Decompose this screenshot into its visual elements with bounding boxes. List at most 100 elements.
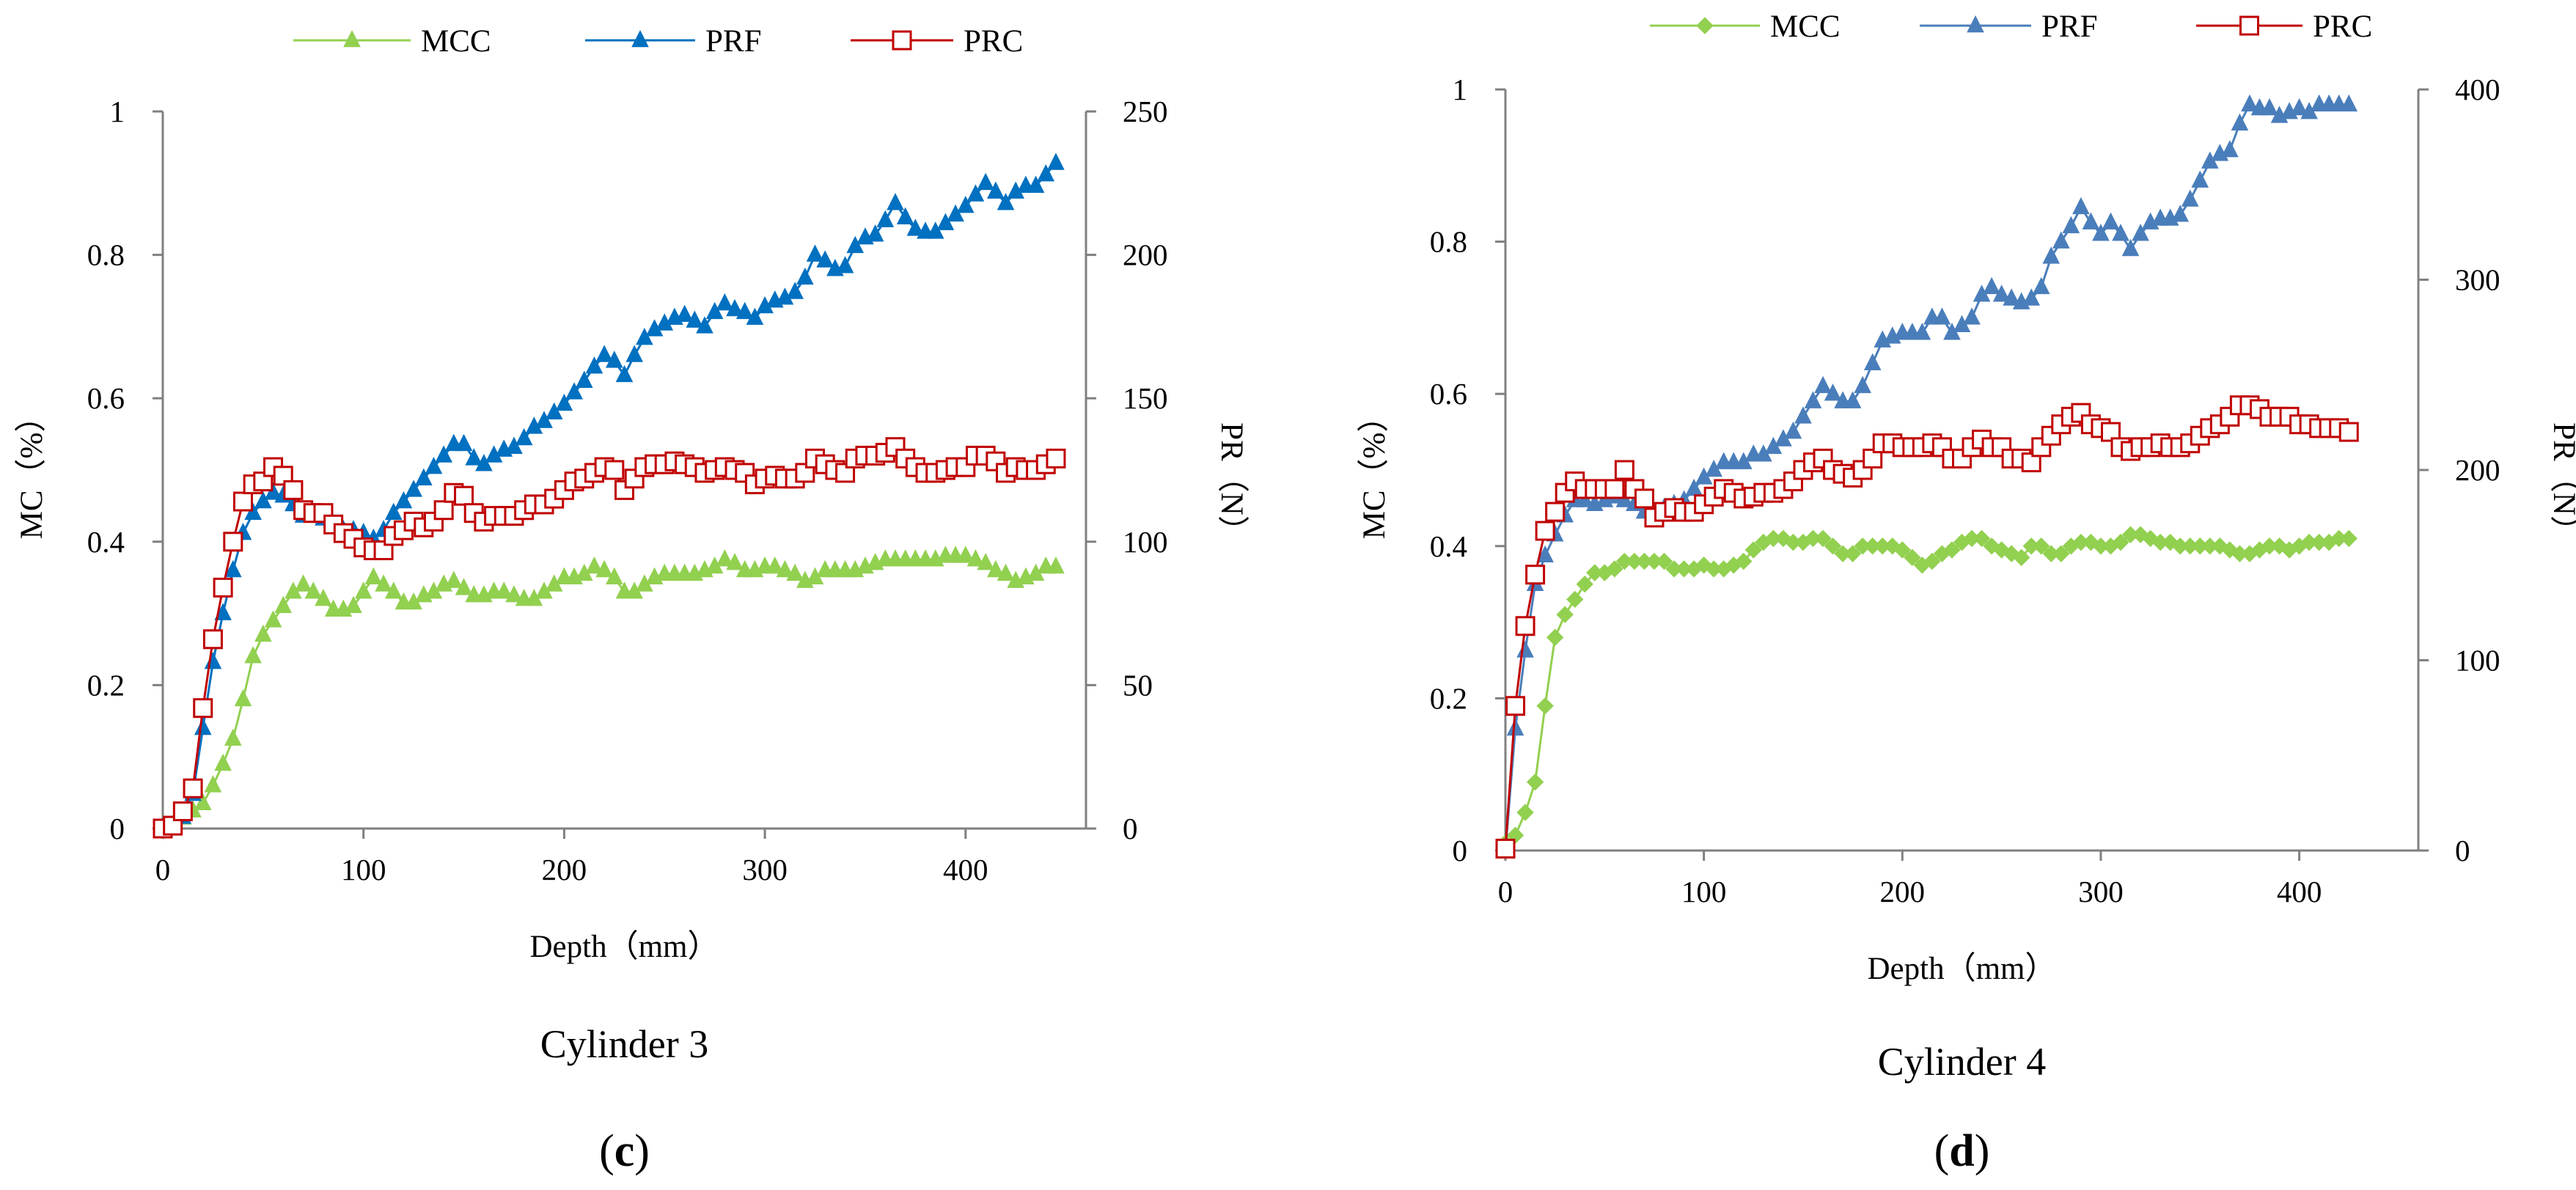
data-point-prf xyxy=(1963,307,1981,325)
data-point-prf xyxy=(735,301,754,320)
data-point-prf xyxy=(414,468,433,486)
data-point-prf xyxy=(2082,212,2100,229)
x-tick-label: 200 xyxy=(542,853,587,886)
data-point-mcc xyxy=(966,549,985,567)
data-point-mcc xyxy=(364,567,383,584)
data-point-mcc xyxy=(2340,529,2357,548)
data-point-mcc xyxy=(294,574,312,592)
y-right-tick-label: 250 xyxy=(1123,95,1168,128)
y-right-tick-label: 100 xyxy=(2455,644,2500,677)
data-point-mcc xyxy=(1546,628,1564,647)
legend-label-prc: PRC xyxy=(964,24,1023,59)
data-point-prc xyxy=(172,801,193,822)
y-left-tick-label: 1 xyxy=(1453,73,1468,106)
data-point-prf xyxy=(696,316,713,334)
data-point-prf xyxy=(977,172,994,191)
data-point-mcc xyxy=(384,581,403,599)
data-point-prc xyxy=(1614,460,1634,480)
data-point-prc xyxy=(213,577,233,598)
chart-panel-cylinder-3: 0 100 200 300 400 0 0.2 0.4 0.6 0.8 1 0 50 100 150 200 2… xyxy=(15,24,1249,1176)
data-point-prf xyxy=(1784,422,1802,439)
series-mcc xyxy=(154,546,1065,836)
data-point-prf xyxy=(836,256,854,273)
data-point-mcc xyxy=(244,646,262,664)
data-point-prf xyxy=(1933,307,1951,325)
data-point-mcc xyxy=(1526,773,1544,791)
data-point-mcc xyxy=(315,588,332,606)
data-point-mcc xyxy=(1516,804,1534,821)
data-point-mcc xyxy=(1655,552,1673,570)
data-point-mcc xyxy=(214,753,232,771)
data-point-prf xyxy=(956,196,975,213)
data-point-prc xyxy=(1535,521,1555,541)
x-axis-title: Depth（mm） xyxy=(530,930,719,964)
data-point-prf xyxy=(2261,98,2278,116)
x-tick-label: 200 xyxy=(1880,875,1926,908)
legend-label-prf: PRF xyxy=(705,24,762,59)
data-point-mcc xyxy=(1536,697,1554,715)
data-point-prc xyxy=(433,500,454,521)
data-point-prf xyxy=(806,244,824,262)
y-left-axis-title: MC（%） xyxy=(1357,401,1392,540)
data-point-prf xyxy=(475,454,493,471)
data-point-prf xyxy=(565,382,583,400)
data-point-prc xyxy=(1515,616,1535,636)
data-point-prf xyxy=(896,207,914,225)
data-point-mcc xyxy=(1744,541,1763,559)
legend-label-prc: PRC xyxy=(2313,10,2372,44)
data-point-prf xyxy=(535,411,553,428)
data-point-mcc xyxy=(1047,556,1065,574)
data-point-prf xyxy=(2221,139,2239,158)
y-right-tick-label: 400 xyxy=(2455,73,2500,106)
data-point-prf xyxy=(2112,224,2129,241)
data-point-mcc xyxy=(234,688,252,707)
data-point-prf xyxy=(515,427,533,446)
data-point-prc xyxy=(183,778,203,798)
data-point-prf xyxy=(2032,276,2050,295)
data-point-prf xyxy=(1804,391,1822,408)
data-point-mcc xyxy=(204,775,222,793)
data-point-prf xyxy=(2052,231,2070,249)
data-point-prf xyxy=(2340,94,2358,112)
data-point-prf xyxy=(876,210,895,227)
data-point-prf xyxy=(405,480,422,497)
data-point-prf xyxy=(906,218,925,236)
data-point-prf xyxy=(2092,224,2110,241)
legend-marker-prf xyxy=(631,29,649,48)
data-point-prf xyxy=(1536,545,1554,563)
data-point-prc xyxy=(1634,488,1654,509)
data-point-mcc xyxy=(354,581,373,599)
data-point-prf xyxy=(2231,113,2249,131)
y-left-tick-label: 1 xyxy=(110,95,125,128)
data-point-prf xyxy=(384,502,403,520)
data-point-mcc xyxy=(495,581,513,599)
y-right-axis-title: PR（N） xyxy=(2547,422,2576,547)
x-tick-label: 100 xyxy=(341,853,386,886)
data-point-mcc xyxy=(1843,545,1862,562)
series-mcc xyxy=(1497,526,2357,852)
data-point-prf xyxy=(716,293,734,311)
data-point-prc xyxy=(1495,838,1516,859)
data-point-prf xyxy=(575,370,593,389)
data-point-prf xyxy=(545,402,563,420)
y-left-tick-label: 0 xyxy=(110,812,125,845)
data-point-prf xyxy=(435,445,452,463)
data-point-prc xyxy=(1555,482,1575,503)
data-point-prf xyxy=(1843,391,1862,408)
data-point-prf xyxy=(1794,406,1812,424)
data-point-prf xyxy=(2062,216,2080,234)
data-point-prf xyxy=(585,356,603,374)
data-point-prf xyxy=(1913,323,1931,340)
y-right-tick-label: 50 xyxy=(1123,668,1153,702)
y-left-axis-title: MC（%） xyxy=(15,401,49,540)
data-point-prf xyxy=(887,193,904,210)
data-point-prf xyxy=(595,345,613,362)
data-point-prf xyxy=(2241,94,2258,112)
data-point-prf xyxy=(204,652,222,669)
data-point-prf xyxy=(2102,212,2120,229)
y-left-tick-label: 0 xyxy=(1453,834,1468,867)
data-point-prf xyxy=(2290,98,2308,116)
data-point-prc xyxy=(1545,502,1566,522)
data-point-mcc xyxy=(595,559,613,578)
